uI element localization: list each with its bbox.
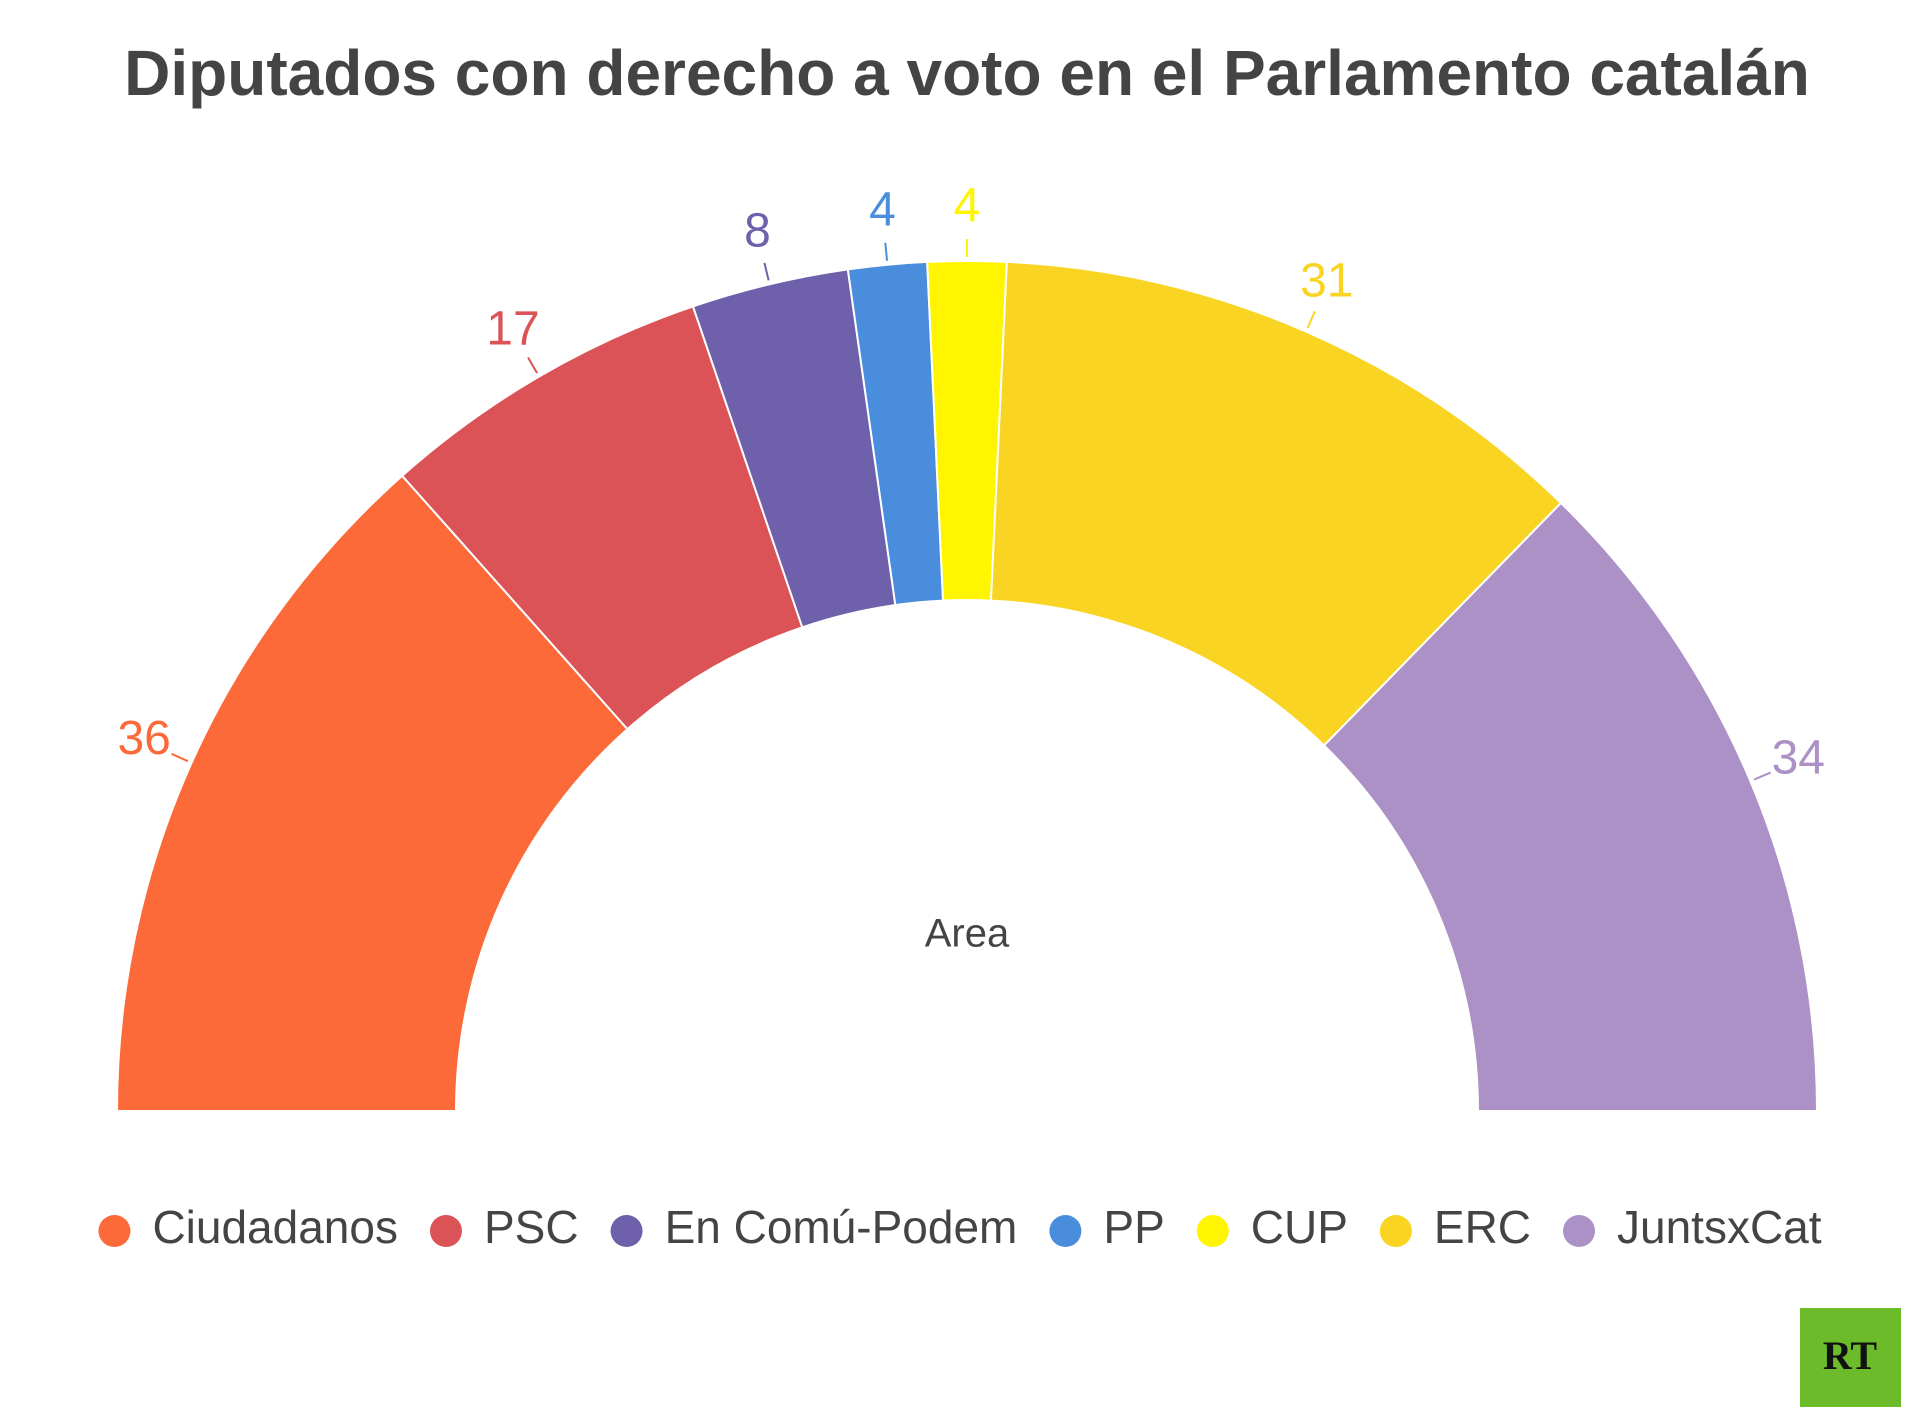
chart-title: Diputados con derecho a voto en el Parla…	[124, 37, 1810, 109]
logo: RT	[1823, 1333, 1877, 1378]
legend-marker	[429, 1215, 462, 1247]
data-label: 4	[954, 180, 981, 233]
legend-marker	[610, 1215, 643, 1247]
data-label: 17	[486, 302, 539, 355]
center-label: Area	[925, 912, 1010, 956]
data-label: 8	[744, 204, 771, 257]
leader-line	[527, 357, 538, 374]
legend-marker	[1563, 1215, 1596, 1247]
legend-marker	[98, 1215, 131, 1247]
legend-label: PSC	[484, 1201, 579, 1253]
leader-line	[171, 752, 189, 763]
legend-label: En Comú-Podem	[665, 1201, 1018, 1253]
legend-label: ERC	[1434, 1201, 1531, 1253]
legend-marker	[1196, 1215, 1229, 1247]
legend-marker	[1379, 1215, 1412, 1247]
data-label: 4	[869, 184, 896, 237]
legend-label: CUP	[1251, 1201, 1348, 1253]
leader-line	[884, 242, 889, 261]
leader-line	[763, 262, 770, 281]
legend-label: Ciudadanos	[152, 1201, 398, 1253]
logo-box	[1800, 1308, 1901, 1407]
leader-line	[1753, 771, 1772, 781]
slice	[115, 474, 629, 1112]
slice	[1322, 501, 1819, 1112]
data-label: 31	[1300, 255, 1353, 308]
data-label: 36	[117, 712, 170, 765]
data-label: 34	[1772, 732, 1825, 785]
leader-line	[1306, 310, 1316, 329]
legend-label: JuntsxCat	[1617, 1201, 1822, 1253]
legend-label: PP	[1103, 1201, 1164, 1253]
slice	[989, 260, 1563, 747]
legend-marker	[1049, 1215, 1082, 1247]
